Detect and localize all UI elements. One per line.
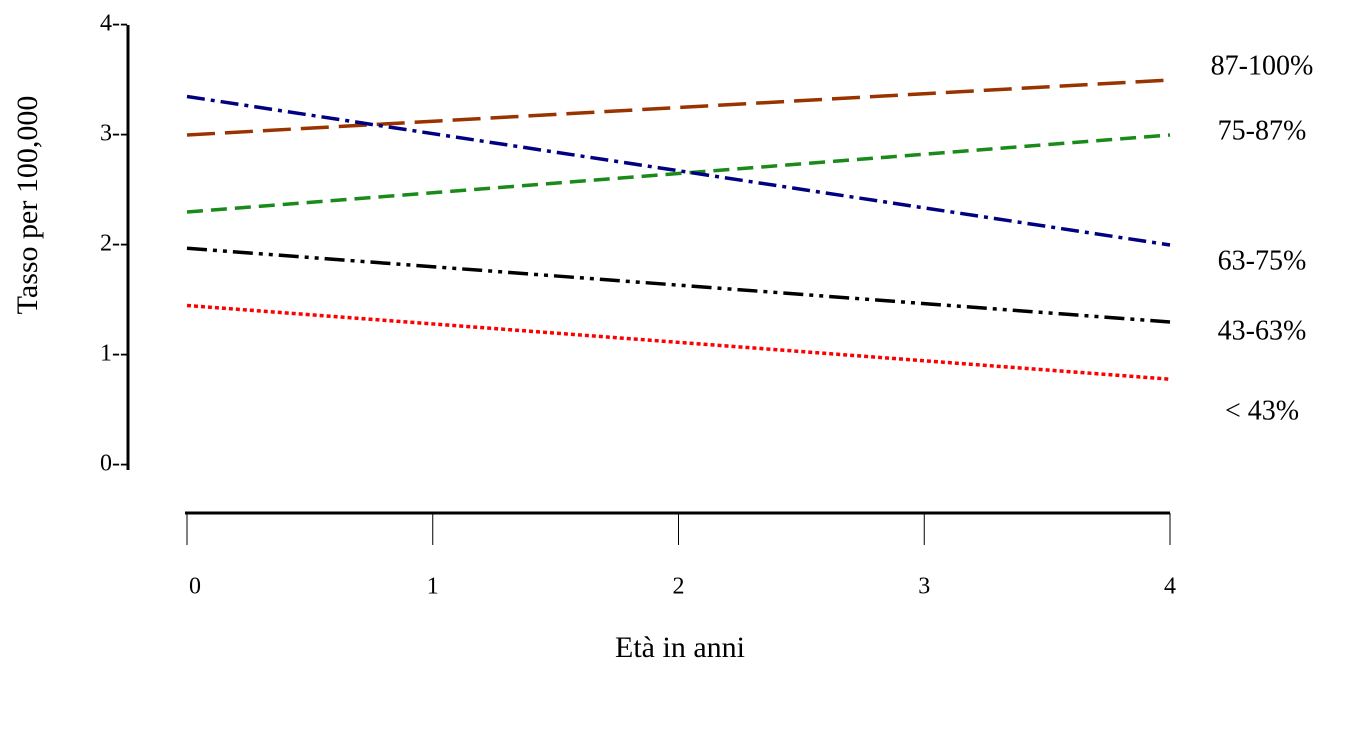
x-tick-label: 0	[189, 574, 201, 600]
x-axis-label: Età in anni	[615, 631, 745, 664]
x-tick-label: 2	[673, 574, 685, 600]
series-line	[187, 97, 1170, 246]
page: Tasso per 100,000 Età in anni 0-- 1-- 2-- 3…	[0, 0, 1346, 740]
series-line	[187, 80, 1170, 135]
series-line	[187, 248, 1170, 322]
series-label: 75-87%	[1218, 115, 1307, 146]
y-tick-label: 3--	[100, 121, 128, 147]
y-tick-label: 4--	[100, 11, 128, 37]
x-tick-label: 3	[918, 574, 930, 600]
x-tick-label: 1	[427, 574, 439, 600]
series-label: 87-100%	[1211, 50, 1314, 81]
series-line	[187, 306, 1170, 380]
series-line	[187, 135, 1170, 212]
series-label: < 43%	[1225, 395, 1299, 426]
x-tick-label: 4	[1164, 574, 1176, 600]
y-tick-label: 1--	[100, 341, 128, 367]
chart: Tasso per 100,000 Età in anni 0-- 1-- 2-- 3…	[0, 0, 1346, 740]
series-label: 63-75%	[1218, 245, 1307, 276]
y-tick-label: 2--	[100, 231, 128, 257]
series-label: 43-63%	[1218, 315, 1307, 346]
y-tick-label: 0--	[100, 451, 128, 477]
y-axis-label: Tasso per 100,000	[11, 96, 44, 315]
